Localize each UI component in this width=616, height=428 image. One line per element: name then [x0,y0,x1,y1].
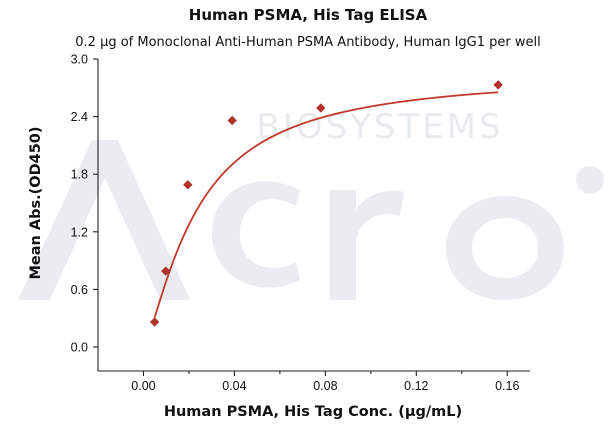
data-point [149,317,160,327]
y-tick-label: 0.6 [71,283,88,297]
y-tick-label: 2.4 [71,110,88,124]
y-tick-label: 1.8 [71,168,88,182]
watermark-logo: BIOSYSTEMS [18,107,604,300]
y-axis-label: Mean Abs.(OD450) [28,126,44,279]
data-point [161,266,171,276]
fit-curve-layer [153,91,499,318]
data-point [316,103,326,113]
y-tick-label: 1.2 [71,225,88,239]
watermark-text: BIOSYSTEMS [256,107,503,147]
data-point [493,80,503,90]
chart-title: Human PSMA, His Tag ELISA [189,6,428,24]
x-tick-label: 0.12 [404,379,428,393]
x-axis-label: Human PSMA, His Tag Conc. (µg/mL) [164,404,462,420]
data-point [227,115,237,126]
data-point [183,180,193,190]
x-tick-label: 0.16 [495,379,519,393]
y-tick-label: 0.0 [71,341,88,355]
y-tick-label: 3.0 [71,53,88,67]
axes: 0.0 0.6 1.2 1.8 2.4 3.0 0.00 0.04 0.08 0.12 0.16 [71,53,530,393]
x-tick-label: 0.04 [222,379,246,393]
x-tick-label: 0.08 [313,379,337,393]
data-points-layer [149,80,503,327]
x-tick-label: 0.00 [131,379,155,393]
fit-curve [153,91,499,318]
chart-subtitle: 0.2 µg of Monoclonal Anti-Human PSMA Ant… [75,35,540,50]
